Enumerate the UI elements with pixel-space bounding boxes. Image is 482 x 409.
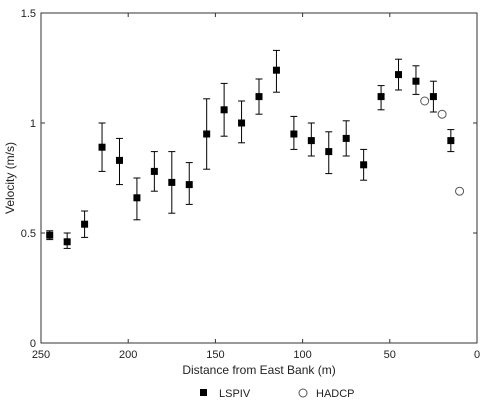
x-tick-label: 200 <box>119 349 137 361</box>
hadcp-point <box>437 109 447 119</box>
lspiv-point <box>447 137 455 145</box>
lspiv-point <box>290 130 298 138</box>
lspiv-point <box>185 181 193 189</box>
x-tick-label: 250 <box>32 349 50 361</box>
plot-frame <box>40 12 478 344</box>
y-tick-label: 0 <box>30 338 36 350</box>
x-axis-ticks: 250 200 150 100 50 0 <box>32 13 480 361</box>
lspiv-point <box>220 106 228 114</box>
x-tick-label: 100 <box>293 349 311 361</box>
lspiv-point <box>429 93 437 101</box>
legend-lspiv-marker <box>200 389 207 396</box>
lspiv-point <box>272 66 280 74</box>
lspiv-point <box>63 238 71 246</box>
lspiv-point <box>325 148 333 156</box>
x-tick-label: 50 <box>384 349 396 361</box>
lspiv-point <box>255 93 263 101</box>
hadcp-point <box>420 96 430 106</box>
lspiv-point <box>168 178 176 186</box>
lspiv-point <box>81 220 89 228</box>
x-axis-title: Distance from East Bank (m) <box>182 363 335 377</box>
lspiv-point <box>342 134 350 142</box>
hadcp-point <box>455 186 465 196</box>
y-axis-title: Velocity (m/s) <box>3 142 17 214</box>
lspiv-point <box>307 137 315 145</box>
legend-lspiv-label: LSPIV <box>219 388 251 400</box>
data-markers <box>46 66 465 246</box>
lspiv-point <box>150 167 158 175</box>
y-tick-label: 0.5 <box>21 228 36 240</box>
error-bars <box>46 49 455 249</box>
legend-hadcp-label: HADCP <box>316 388 355 400</box>
legend: LSPIV HADCP <box>200 388 355 400</box>
lspiv-point <box>360 161 368 169</box>
x-tick-label: 150 <box>206 349 224 361</box>
lspiv-point <box>203 130 211 138</box>
lspiv-point <box>395 71 403 79</box>
y-axis-ticks: 0 0.5 1 1.5 <box>21 8 477 350</box>
lspiv-point <box>412 77 420 85</box>
y-tick-label: 1 <box>30 118 36 130</box>
lspiv-point <box>115 156 123 164</box>
y-tick-label: 1.5 <box>21 8 36 20</box>
lspiv-point <box>238 119 246 127</box>
x-tick-label: 0 <box>474 349 480 361</box>
lspiv-point <box>46 231 54 239</box>
legend-hadcp-marker <box>298 388 308 398</box>
lspiv-point <box>377 93 385 101</box>
lspiv-point <box>98 143 106 151</box>
lspiv-point <box>133 194 141 202</box>
